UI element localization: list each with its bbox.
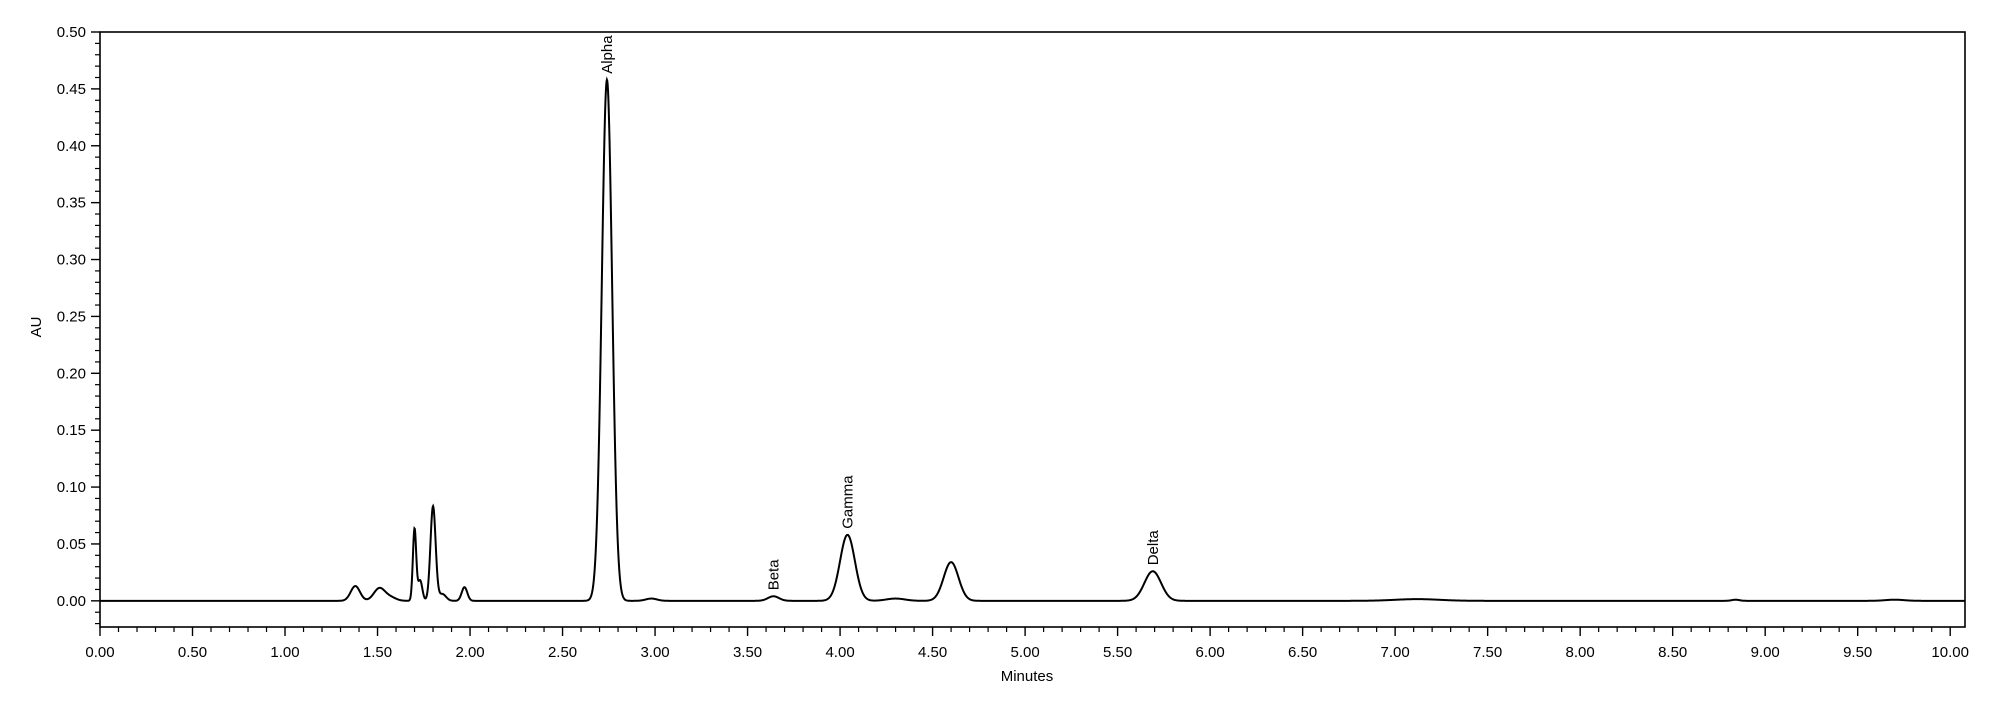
x-tick-label: 7.00 — [1381, 644, 1410, 661]
x-tick-label: 4.00 — [825, 644, 854, 661]
y-axis-title: AU — [28, 317, 45, 338]
peak-label-gamma: Gamma — [840, 475, 857, 529]
y-tick-label: 0.05 — [57, 536, 86, 553]
y-tick-label: 0.40 — [57, 138, 86, 155]
y-tick-label: 0.50 — [57, 24, 86, 41]
chromatogram-trace — [100, 76, 1965, 602]
y-tick-label: 0.15 — [57, 422, 86, 439]
y-tick-label: 0.10 — [57, 479, 86, 496]
plot-frame — [99, 31, 1966, 628]
x-tick-label: 3.50 — [733, 644, 762, 661]
x-tick-label: 9.50 — [1843, 644, 1872, 661]
x-tick-label: 8.50 — [1658, 644, 1687, 661]
x-axis-title: Minutes — [1001, 668, 1054, 685]
x-tick-label: 1.00 — [270, 644, 299, 661]
x-tick-label: 8.00 — [1566, 644, 1595, 661]
x-tick-label: 6.50 — [1288, 644, 1317, 661]
x-tick-label: 6.00 — [1196, 644, 1225, 661]
x-tick-label: 2.00 — [455, 644, 484, 661]
x-tick-label: 9.00 — [1751, 644, 1780, 661]
x-tick-label: 4.50 — [918, 644, 947, 661]
y-tick-label: 0.45 — [57, 81, 86, 98]
y-tick-label: 0.00 — [57, 593, 86, 610]
x-tick-label: 3.00 — [640, 644, 669, 661]
x-tick-label: 5.50 — [1103, 644, 1132, 661]
x-tick-label: 0.00 — [85, 644, 114, 661]
x-tick-label: 1.50 — [363, 644, 392, 661]
x-tick-label: 5.00 — [1010, 644, 1039, 661]
peak-annotations: Alpha Beta Gamma Delta — [599, 35, 1162, 591]
x-axis: 0.00 0.50 1.00 1.50 2.00 2.50 3.00 3.50 4.00 4.50… — [85, 627, 1969, 661]
y-tick-label: 0.20 — [57, 365, 86, 382]
x-tick-label: 2.50 — [548, 644, 577, 661]
x-tick-label: 0.50 — [178, 644, 207, 661]
x-tick-label: 7.50 — [1473, 644, 1502, 661]
peak-label-delta: Delta — [1145, 530, 1162, 566]
y-tick-label: 0.35 — [57, 195, 86, 212]
y-tick-label: 0.30 — [57, 252, 86, 269]
peak-label-alpha: Alpha — [599, 35, 616, 74]
x-tick-label: 10.00 — [1931, 644, 1969, 661]
y-axis: 0.00 0.05 0.10 0.15 0.20 0.25 0.30 0.35 0.40 0.45… — [57, 24, 100, 625]
peak-label-beta: Beta — [766, 559, 783, 591]
y-tick-label: 0.25 — [57, 308, 86, 325]
